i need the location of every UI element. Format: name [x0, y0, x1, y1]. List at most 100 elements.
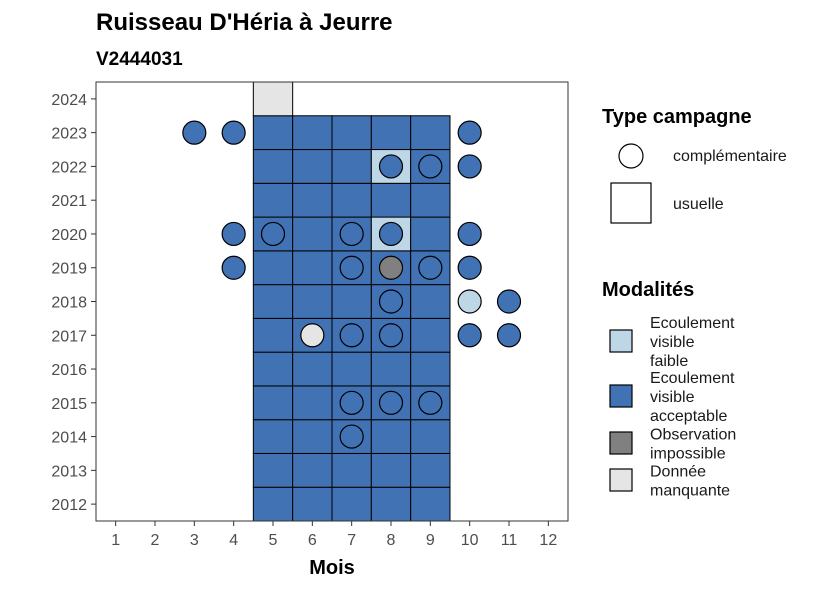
y-tick-label: 2012	[51, 497, 87, 514]
point-complementaire-2020-7	[340, 222, 363, 245]
legend-square-key	[611, 183, 651, 223]
point-complementaire-2019-4	[222, 256, 245, 279]
x-tick-label: 10	[461, 532, 479, 549]
y-tick-label: 2019	[51, 261, 87, 278]
point-complementaire-2015-8	[380, 391, 403, 414]
legend-key-acceptable	[610, 385, 632, 407]
tile-usuelle-2014-6	[293, 420, 332, 454]
tile-usuelle-2013-8	[371, 453, 410, 487]
point-complementaire-2014-7	[340, 425, 363, 448]
legend-label-acceptable: visible	[650, 389, 695, 406]
tile-usuelle-2012-9	[411, 487, 450, 521]
legend-usuelle-label: usuelle	[673, 196, 724, 213]
tile-usuelle-2012-8	[371, 487, 410, 521]
tile-usuelle-2016-7	[332, 352, 371, 386]
x-axis: 1 2 3 4 5 6 7 8 9 10 11 12	[111, 521, 557, 549]
point-complementaire-2020-10	[458, 222, 481, 245]
tile-usuelle-2023-9	[411, 116, 450, 150]
point-complementaire-2018-8	[380, 290, 403, 313]
point-complementaire-2019-9	[419, 256, 442, 279]
tile-usuelle-2023-7	[332, 116, 371, 150]
point-complementaire-2022-10	[458, 155, 481, 178]
tile-usuelle-2014-9	[411, 420, 450, 454]
x-tick-label: 4	[229, 532, 238, 549]
point-complementaire-2017-10	[458, 324, 481, 347]
tile-usuelle-2023-8	[371, 116, 410, 150]
tile-usuelle-2013-6	[293, 453, 332, 487]
y-tick-label: 2017	[51, 328, 87, 345]
tile-usuelle-2016-8	[371, 352, 410, 386]
point-complementaire-2020-4	[222, 222, 245, 245]
legend-label-acceptable: acceptable	[650, 408, 727, 425]
point-complementaire-2022-8	[380, 155, 403, 178]
y-tick-label: 2024	[51, 92, 87, 109]
x-tick-label: 8	[387, 532, 396, 549]
tile-usuelle-2017-5	[253, 318, 292, 352]
point-complementaire-2017-8	[380, 324, 403, 347]
tile-usuelle-2013-7	[332, 453, 371, 487]
legend-key-impossible	[610, 432, 632, 454]
x-tick-label: 11	[501, 532, 518, 549]
legend-key-manquante	[610, 469, 632, 491]
point-complementaire-2022-9	[419, 155, 442, 178]
y-tick-label: 2016	[51, 362, 87, 379]
tile-usuelle-2022-7	[332, 150, 371, 184]
point-complementaire-2019-8	[380, 256, 403, 279]
tile-usuelle-2018-5	[253, 285, 292, 319]
tile-usuelle-2016-9	[411, 352, 450, 386]
tile-usuelle-2021-8	[371, 183, 410, 217]
point-complementaire-2020-8	[380, 222, 403, 245]
legend-type-campagne: Type campagne complémentaire usuelle	[602, 106, 787, 223]
y-tick-label: 2018	[51, 295, 87, 312]
legend-type-title: Type campagne	[602, 106, 752, 128]
point-complementaire-2020-5	[262, 222, 285, 245]
x-tick-label: 5	[269, 532, 278, 549]
tile-usuelle-2015-5	[253, 386, 292, 420]
x-tick-label: 3	[190, 532, 199, 549]
x-axis-title: Mois	[309, 557, 355, 579]
tile-usuelle-2023-5	[253, 116, 292, 150]
legend-label-manquante: Donnée	[650, 464, 706, 481]
point-complementaire-2015-9	[419, 391, 442, 414]
point-complementaire-2019-7	[340, 256, 363, 279]
legend-complementaire-label: complémentaire	[673, 148, 787, 165]
x-tick-label: 6	[308, 532, 317, 549]
legend-modalites: Modalités EcoulementvisiblefaibleEcoulem…	[602, 279, 736, 500]
legend-label-acceptable: Ecoulement	[650, 370, 735, 387]
plot-area	[96, 82, 568, 521]
point-complementaire-2017-6	[301, 324, 324, 347]
point-complementaire-2018-10	[458, 290, 481, 313]
tile-usuelle-2016-5	[253, 352, 292, 386]
legend-key-faible	[610, 330, 632, 352]
chart-title: Ruisseau D'Héria à Jeurre	[96, 9, 393, 36]
tile-usuelle-2015-6	[293, 386, 332, 420]
point-complementaire-2019-10	[458, 256, 481, 279]
tile-usuelle-2019-6	[293, 251, 332, 285]
y-tick-label: 2022	[51, 159, 87, 176]
y-tick-label: 2014	[51, 430, 87, 447]
y-tick-label: 2021	[51, 193, 87, 210]
x-tick-label: 9	[426, 532, 435, 549]
x-tick-label: 2	[151, 532, 160, 549]
tile-usuelle-2022-6	[293, 150, 332, 184]
tile-usuelle-2021-5	[253, 183, 292, 217]
tile-usuelle-2018-9	[411, 285, 450, 319]
legend-label-faible: Ecoulement	[650, 315, 735, 332]
point-complementaire-2023-3	[183, 121, 206, 144]
point-complementaire-2017-7	[340, 324, 363, 347]
tile-usuelle-2020-6	[293, 217, 332, 251]
tile-usuelle-2023-6	[293, 116, 332, 150]
tile-usuelle-2022-5	[253, 150, 292, 184]
point-complementaire-2015-7	[340, 391, 363, 414]
tile-usuelle-2012-5	[253, 487, 292, 521]
tile-usuelle-2012-6	[293, 487, 332, 521]
x-tick-label: 1	[111, 532, 120, 549]
tile-usuelle-2021-6	[293, 183, 332, 217]
legend-label-impossible: impossible	[650, 446, 726, 463]
tile-usuelle-2016-6	[293, 352, 332, 386]
tile-usuelle-2021-9	[411, 183, 450, 217]
tile-usuelle-2018-7	[332, 285, 371, 319]
legend-label-faible: visible	[650, 334, 695, 351]
y-tick-label: 2020	[51, 227, 87, 244]
tile-usuelle-2024-5	[253, 82, 292, 116]
